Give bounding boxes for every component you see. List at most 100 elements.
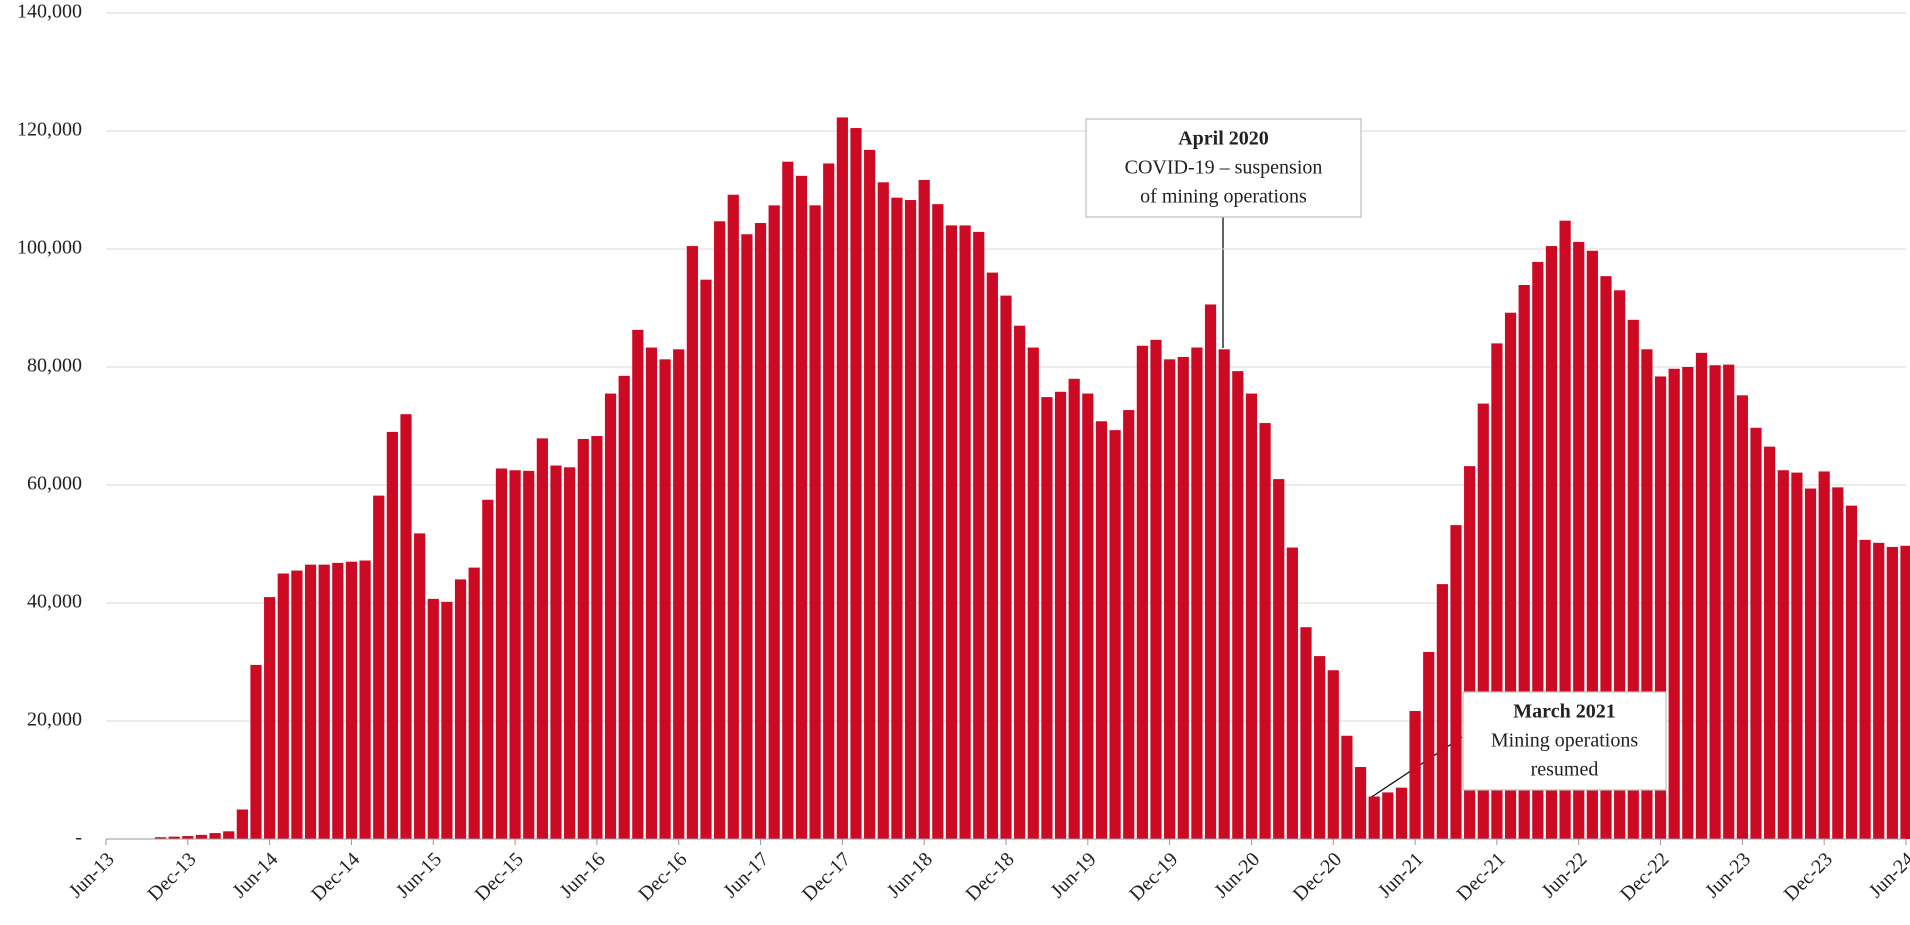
bar bbox=[1859, 539, 1871, 839]
bar bbox=[1000, 295, 1012, 839]
bar bbox=[1109, 430, 1121, 839]
bar bbox=[891, 197, 903, 840]
bar bbox=[1573, 241, 1585, 840]
bar bbox=[345, 561, 358, 839]
bar bbox=[1586, 250, 1598, 839]
bar bbox=[1191, 347, 1203, 839]
x-tick-label: Jun-20 bbox=[1210, 848, 1264, 902]
bar bbox=[1341, 735, 1353, 839]
bar bbox=[359, 560, 371, 839]
bar bbox=[850, 128, 862, 840]
bar bbox=[1900, 545, 1910, 839]
bar bbox=[509, 470, 521, 839]
bar bbox=[414, 533, 426, 839]
bar bbox=[1027, 347, 1039, 839]
x-tick-label: Dec-18 bbox=[962, 848, 1019, 905]
bar bbox=[1695, 352, 1708, 839]
bar bbox=[659, 359, 671, 839]
bar bbox=[1600, 276, 1612, 839]
bar bbox=[441, 601, 453, 839]
annotation-text: COVID-19 – suspension bbox=[1125, 157, 1323, 179]
bar bbox=[1068, 378, 1080, 839]
y-tick-label: 40,000 bbox=[27, 591, 82, 613]
bar bbox=[754, 223, 767, 840]
bar bbox=[1668, 368, 1680, 839]
bar bbox=[277, 573, 289, 839]
bar bbox=[400, 414, 412, 839]
annotation-title: March 2021 bbox=[1513, 701, 1615, 723]
bar bbox=[591, 436, 603, 839]
bar bbox=[386, 431, 398, 839]
x-tick-label: Dec-15 bbox=[471, 848, 528, 905]
bar bbox=[1614, 290, 1626, 839]
bar bbox=[809, 205, 821, 840]
bar bbox=[1723, 364, 1735, 839]
bar bbox=[1627, 319, 1639, 839]
bar bbox=[550, 465, 562, 839]
bar bbox=[1736, 395, 1748, 839]
bar bbox=[727, 194, 739, 840]
bar bbox=[973, 231, 985, 839]
x-tick-label: Jun-18 bbox=[883, 848, 937, 902]
bar bbox=[1245, 393, 1258, 839]
bar bbox=[1832, 487, 1844, 839]
y-tick-label: 120,000 bbox=[17, 119, 82, 141]
bar bbox=[304, 564, 317, 839]
bar bbox=[1314, 656, 1326, 839]
bar bbox=[1395, 787, 1408, 839]
bar bbox=[1504, 312, 1517, 840]
bar bbox=[523, 470, 535, 839]
annotation-text: of mining operations bbox=[1140, 186, 1307, 208]
bar bbox=[250, 664, 262, 839]
bar bbox=[236, 809, 248, 839]
bar bbox=[1368, 796, 1380, 839]
bar bbox=[823, 163, 835, 839]
x-tick-label: Dec-16 bbox=[634, 848, 691, 905]
y-tick-label: 80,000 bbox=[27, 355, 82, 377]
bar bbox=[373, 495, 385, 839]
bar bbox=[986, 272, 998, 840]
x-tick-label: Jun-15 bbox=[392, 848, 446, 902]
x-tick-label: Jun-16 bbox=[556, 848, 610, 902]
bar bbox=[1518, 284, 1530, 839]
bar bbox=[454, 579, 467, 839]
bar bbox=[1327, 670, 1339, 839]
bar bbox=[1545, 246, 1558, 840]
bar bbox=[1873, 542, 1885, 839]
bar bbox=[645, 347, 658, 839]
x-tick-label: Jun-21 bbox=[1374, 848, 1428, 902]
bar bbox=[1532, 261, 1544, 840]
bar bbox=[577, 438, 589, 839]
x-tick-label: Dec-17 bbox=[798, 848, 855, 905]
x-tick-label: Jun-17 bbox=[719, 848, 773, 902]
x-tick-label: Dec-19 bbox=[1125, 848, 1182, 905]
x-tick-label: Dec-13 bbox=[143, 848, 200, 905]
bar bbox=[1764, 446, 1776, 839]
bar bbox=[1464, 466, 1476, 839]
x-tick-label: Jun-22 bbox=[1537, 848, 1591, 902]
bar bbox=[604, 393, 617, 839]
y-tick-label: 20,000 bbox=[27, 709, 82, 731]
bar bbox=[209, 833, 221, 839]
bar bbox=[1286, 547, 1298, 839]
bar bbox=[1804, 488, 1817, 839]
bar bbox=[1436, 584, 1448, 839]
bar bbox=[1777, 470, 1789, 839]
y-tick-label: - bbox=[75, 827, 82, 849]
bar bbox=[632, 329, 644, 839]
bar bbox=[1382, 792, 1394, 839]
bar bbox=[1682, 367, 1694, 839]
bar bbox=[1409, 710, 1421, 839]
bar bbox=[223, 831, 235, 839]
bar bbox=[195, 834, 208, 839]
x-tick-label: Jun-13 bbox=[65, 848, 119, 902]
bar bbox=[1654, 376, 1667, 839]
bar bbox=[782, 161, 794, 839]
bar bbox=[1750, 427, 1762, 839]
bar bbox=[1791, 472, 1803, 839]
bar bbox=[700, 279, 712, 839]
bar bbox=[1177, 356, 1189, 839]
bar bbox=[564, 467, 576, 839]
bar bbox=[714, 221, 726, 839]
bar bbox=[318, 564, 330, 839]
